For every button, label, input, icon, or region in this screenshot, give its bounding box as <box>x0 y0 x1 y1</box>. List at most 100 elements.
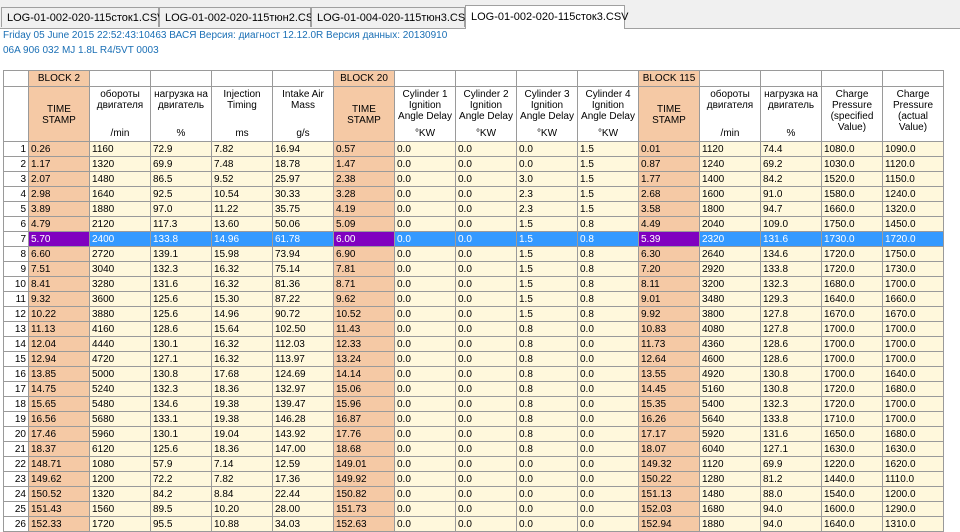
value-cell[interactable]: 5680 <box>89 411 151 427</box>
value-cell[interactable]: 1160 <box>89 141 151 157</box>
value-cell[interactable]: 0.0 <box>455 441 517 457</box>
timestamp-cell[interactable]: 18.37 <box>28 441 90 457</box>
timestamp-cell[interactable]: 6.60 <box>28 246 90 262</box>
value-cell[interactable]: 0.0 <box>577 411 639 427</box>
timestamp-cell[interactable]: 0.57 <box>333 141 395 157</box>
table-row[interactable]: 19 16.56 5680 133.1 19.38 146.28 16.87 0.0 0.0 0.… <box>3 411 944 427</box>
value-cell[interactable]: 16.32 <box>211 336 273 352</box>
value-cell[interactable]: 30.33 <box>272 186 334 202</box>
value-cell[interactable]: 0.0 <box>394 396 456 412</box>
value-cell[interactable]: 0.0 <box>394 306 456 322</box>
value-cell[interactable]: 0.0 <box>455 201 517 217</box>
value-cell[interactable]: 1700.0 <box>821 351 883 367</box>
tab-log-2[interactable]: LOG-01-002-020-115тюн2.CSV <box>159 7 321 27</box>
value-cell[interactable]: 0.0 <box>394 276 456 292</box>
value-cell[interactable]: 0.0 <box>455 246 517 262</box>
timestamp-cell[interactable]: 151.43 <box>28 501 90 517</box>
timestamp-cell[interactable]: 4.19 <box>333 201 395 217</box>
value-cell[interactable]: 1.5 <box>577 141 639 157</box>
timestamp-cell[interactable]: 12.04 <box>28 336 90 352</box>
value-cell[interactable]: 10.20 <box>211 501 273 517</box>
value-cell[interactable]: 0.0 <box>455 366 517 382</box>
timestamp-cell[interactable]: 0.87 <box>638 156 700 172</box>
value-cell[interactable]: 0.0 <box>516 156 578 172</box>
value-cell[interactable]: 5240 <box>89 381 151 397</box>
value-cell[interactable]: 1600.0 <box>821 501 883 517</box>
value-cell[interactable]: 19.38 <box>211 396 273 412</box>
timestamp-cell[interactable]: 1.17 <box>28 156 90 172</box>
value-cell[interactable]: 97.0 <box>150 201 212 217</box>
value-cell[interactable]: 1.5 <box>516 246 578 262</box>
value-cell[interactable]: 128.6 <box>150 321 212 337</box>
tab-log-4-active[interactable]: LOG-01-002-020-115сток3.CSV <box>465 5 629 29</box>
timestamp-cell[interactable]: 8.11 <box>638 276 700 292</box>
column-header[interactable]: TIME STAMP <box>28 86 90 142</box>
table-row[interactable]: 3 2.07 1480 86.5 9.52 25.97 2.38 0.0 0.0 3.0 1.5 1.… <box>3 171 944 187</box>
table-row[interactable]: 5 3.89 1880 97.0 11.22 35.75 4.19 0.0 0.0 2.3 1.5 3… <box>3 201 944 217</box>
value-cell[interactable]: 113.97 <box>272 351 334 367</box>
timestamp-cell[interactable]: 15.06 <box>333 381 395 397</box>
value-cell[interactable]: 1880 <box>89 201 151 217</box>
timestamp-cell[interactable]: 15.35 <box>638 396 700 412</box>
value-cell[interactable]: 1700.0 <box>882 276 944 292</box>
value-cell[interactable]: 0.0 <box>455 291 517 307</box>
value-cell[interactable]: 0.0 <box>455 171 517 187</box>
value-cell[interactable]: 0.0 <box>394 201 456 217</box>
value-cell[interactable]: 34.03 <box>272 516 334 532</box>
value-cell[interactable]: 132.3 <box>760 276 822 292</box>
value-cell[interactable]: 1440.0 <box>821 471 883 487</box>
value-cell[interactable]: 0.0 <box>455 486 517 502</box>
timestamp-cell[interactable]: 6.00 <box>333 231 395 247</box>
value-cell[interactable]: 7.82 <box>211 471 273 487</box>
value-cell[interactable]: 7.14 <box>211 456 273 472</box>
timestamp-cell[interactable]: 151.73 <box>333 501 395 517</box>
value-cell[interactable]: 5000 <box>89 366 151 382</box>
value-cell[interactable]: 0.0 <box>455 231 517 247</box>
timestamp-cell[interactable]: 18.68 <box>333 441 395 457</box>
value-cell[interactable]: 139.1 <box>150 246 212 262</box>
timestamp-cell[interactable]: 9.01 <box>638 291 700 307</box>
value-cell[interactable]: 0.8 <box>577 276 639 292</box>
value-cell[interactable]: 16.32 <box>211 261 273 277</box>
value-cell[interactable]: 0.0 <box>577 336 639 352</box>
value-cell[interactable]: 19.04 <box>211 426 273 442</box>
value-cell[interactable]: 1320 <box>89 156 151 172</box>
value-cell[interactable]: 0.0 <box>516 141 578 157</box>
value-cell[interactable]: 0.8 <box>516 366 578 382</box>
value-cell[interactable]: 125.6 <box>150 441 212 457</box>
value-cell[interactable]: 69.2 <box>760 156 822 172</box>
value-cell[interactable]: 0.0 <box>394 246 456 262</box>
value-cell[interactable]: 1480 <box>89 171 151 187</box>
timestamp-cell[interactable]: 17.76 <box>333 426 395 442</box>
value-cell[interactable]: 69.9 <box>760 456 822 472</box>
value-cell[interactable]: 1680.0 <box>882 381 944 397</box>
value-cell[interactable]: 112.03 <box>272 336 334 352</box>
value-cell[interactable]: 50.06 <box>272 216 334 232</box>
value-cell[interactable]: 130.8 <box>760 366 822 382</box>
value-cell[interactable]: 1640.0 <box>821 291 883 307</box>
value-cell[interactable]: 0.0 <box>394 456 456 472</box>
timestamp-cell[interactable]: 16.26 <box>638 411 700 427</box>
data-grid-viewport[interactable]: BLOCK 2 BLOCK 20 BLOCK 115 TIME STAMP оборот… <box>3 70 960 532</box>
value-cell[interactable]: 4920 <box>699 366 761 382</box>
value-cell[interactable]: 1630.0 <box>882 441 944 457</box>
value-cell[interactable]: 0.0 <box>455 336 517 352</box>
value-cell[interactable]: 1730.0 <box>821 231 883 247</box>
value-cell[interactable]: 94.0 <box>760 516 822 532</box>
value-cell[interactable]: 1710.0 <box>821 411 883 427</box>
timestamp-cell[interactable]: 18.07 <box>638 441 700 457</box>
value-cell[interactable]: 1280 <box>699 471 761 487</box>
value-cell[interactable]: 15.30 <box>211 291 273 307</box>
table-row[interactable]: 8 6.60 2720 139.1 15.98 73.94 6.90 0.0 0.0 1.5 0.8… <box>3 246 944 262</box>
value-cell[interactable]: 1120 <box>699 141 761 157</box>
timestamp-cell[interactable]: 12.94 <box>28 351 90 367</box>
value-cell[interactable]: 9.52 <box>211 171 273 187</box>
value-cell[interactable]: 1670.0 <box>882 306 944 322</box>
value-cell[interactable]: 15.98 <box>211 246 273 262</box>
value-cell[interactable]: 16.32 <box>211 276 273 292</box>
value-cell[interactable]: 1700.0 <box>882 396 944 412</box>
table-row[interactable]: 20 17.46 5960 130.1 19.04 143.92 17.76 0.0 0.0 0.… <box>3 426 944 442</box>
value-cell[interactable]: 133.8 <box>150 231 212 247</box>
timestamp-cell[interactable]: 6.90 <box>333 246 395 262</box>
value-cell[interactable]: 0.8 <box>577 231 639 247</box>
